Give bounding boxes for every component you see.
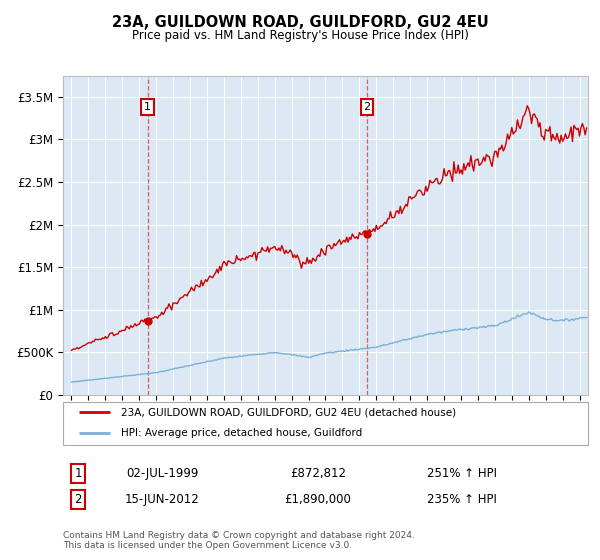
Text: 1: 1 — [74, 466, 82, 480]
Text: Price paid vs. HM Land Registry's House Price Index (HPI): Price paid vs. HM Land Registry's House … — [131, 29, 469, 43]
Text: 02-JUL-1999: 02-JUL-1999 — [126, 466, 198, 480]
Text: 23A, GUILDOWN ROAD, GUILDFORD, GU2 4EU: 23A, GUILDOWN ROAD, GUILDFORD, GU2 4EU — [112, 15, 488, 30]
Text: 2: 2 — [74, 493, 82, 506]
Text: 1: 1 — [144, 102, 151, 112]
Text: 23A, GUILDOWN ROAD, GUILDFORD, GU2 4EU (detached house): 23A, GUILDOWN ROAD, GUILDFORD, GU2 4EU (… — [121, 408, 456, 417]
Text: 2: 2 — [364, 102, 371, 112]
FancyBboxPatch shape — [63, 402, 588, 445]
Text: HPI: Average price, detached house, Guildford: HPI: Average price, detached house, Guil… — [121, 428, 362, 438]
Text: 15-JUN-2012: 15-JUN-2012 — [125, 493, 199, 506]
Text: 251% ↑ HPI: 251% ↑ HPI — [427, 466, 497, 480]
Text: £872,812: £872,812 — [290, 466, 346, 480]
Text: £1,890,000: £1,890,000 — [284, 493, 352, 506]
Text: Contains HM Land Registry data © Crown copyright and database right 2024.
This d: Contains HM Land Registry data © Crown c… — [63, 531, 415, 550]
Text: 235% ↑ HPI: 235% ↑ HPI — [427, 493, 497, 506]
